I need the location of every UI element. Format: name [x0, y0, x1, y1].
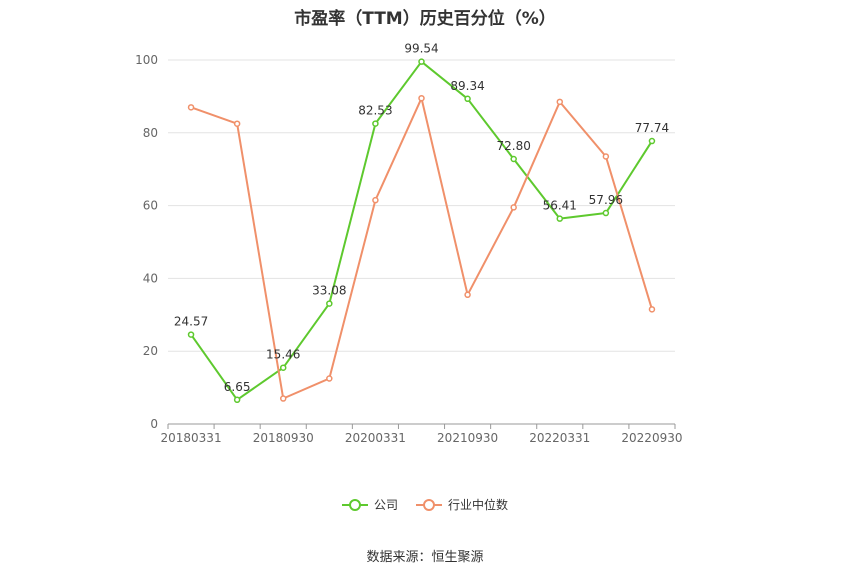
- y-tick-label: 0: [150, 417, 158, 431]
- y-tick-label: 60: [143, 199, 158, 213]
- legend-label-industry-median: 行业中位数: [448, 498, 509, 512]
- data-point: [187, 331, 195, 338]
- legend: 公司 行业中位数: [0, 496, 850, 513]
- x-tick-label: 20220930: [621, 431, 682, 445]
- data-point: [279, 395, 287, 402]
- data-point: [418, 94, 425, 102]
- legend-item-company[interactable]: 公司: [341, 496, 398, 513]
- data-label: 33.08: [312, 284, 346, 298]
- data-point: [556, 98, 564, 106]
- data-point: [648, 137, 656, 145]
- series-line-1: [190, 97, 653, 400]
- data-point: [602, 153, 610, 160]
- data-point: [372, 196, 379, 204]
- x-tick-label: 20220331: [529, 431, 590, 445]
- x-tick-label: 20210930: [437, 431, 498, 445]
- data-label: 77.74: [635, 121, 669, 135]
- data-point: [464, 95, 471, 103]
- x-tick-label: 20180331: [161, 431, 222, 445]
- data-point: [648, 306, 656, 313]
- data-point: [418, 58, 425, 65]
- legend-marker-company: [341, 498, 368, 512]
- data-label: 24.57: [174, 315, 208, 329]
- y-tick-label: 100: [135, 53, 158, 67]
- data-label: 99.54: [404, 42, 438, 56]
- data-label: 89.34: [450, 79, 484, 93]
- legend-label-company: 公司: [373, 498, 398, 512]
- x-tick-label: 20200331: [345, 431, 406, 445]
- data-point: [187, 104, 195, 111]
- axis-layer: 0 20 40 60 80 100 20180331 20180930 20200331 2021…: [135, 53, 682, 445]
- line-chart: 0 20 40 60 80 100 20180331 20180930 20200331 2021…: [135, 42, 682, 445]
- series-layer: [187, 58, 656, 404]
- data-point: [233, 396, 241, 404]
- data-point: [602, 209, 610, 217]
- data-label: 82.53: [358, 104, 392, 118]
- data-point: [510, 155, 517, 163]
- data-point: [510, 204, 517, 211]
- data-label-layer: 24.57 6.65 15.46 33.08 82.53 99.54 89.34 72.80 5…: [174, 42, 669, 394]
- data-label: 56.41: [543, 199, 577, 213]
- y-tick-label: 40: [143, 271, 158, 285]
- data-label: 57.96: [589, 193, 623, 207]
- data-label: 72.80: [497, 139, 531, 153]
- data-point: [464, 291, 471, 299]
- chart-title: 市盈率（TTM）历史百分位（%）: [294, 9, 556, 29]
- data-point: [233, 120, 241, 127]
- data-label: 6.65: [224, 380, 251, 394]
- x-tick-label: 20180930: [253, 431, 314, 445]
- data-point: [556, 215, 564, 222]
- data-point: [326, 300, 333, 307]
- legend-item-industry-median[interactable]: 行业中位数: [416, 496, 508, 513]
- y-tick-label: 20: [143, 344, 158, 358]
- data-source: 数据来源：恒生聚源: [366, 550, 484, 565]
- data-label: 15.46: [266, 348, 300, 362]
- data-point: [372, 120, 379, 127]
- data-point: [326, 375, 333, 382]
- series-line-0: [190, 60, 653, 401]
- legend-marker-industry-median: [416, 498, 442, 512]
- y-tick-label: 80: [143, 126, 158, 140]
- data-point: [279, 364, 287, 371]
